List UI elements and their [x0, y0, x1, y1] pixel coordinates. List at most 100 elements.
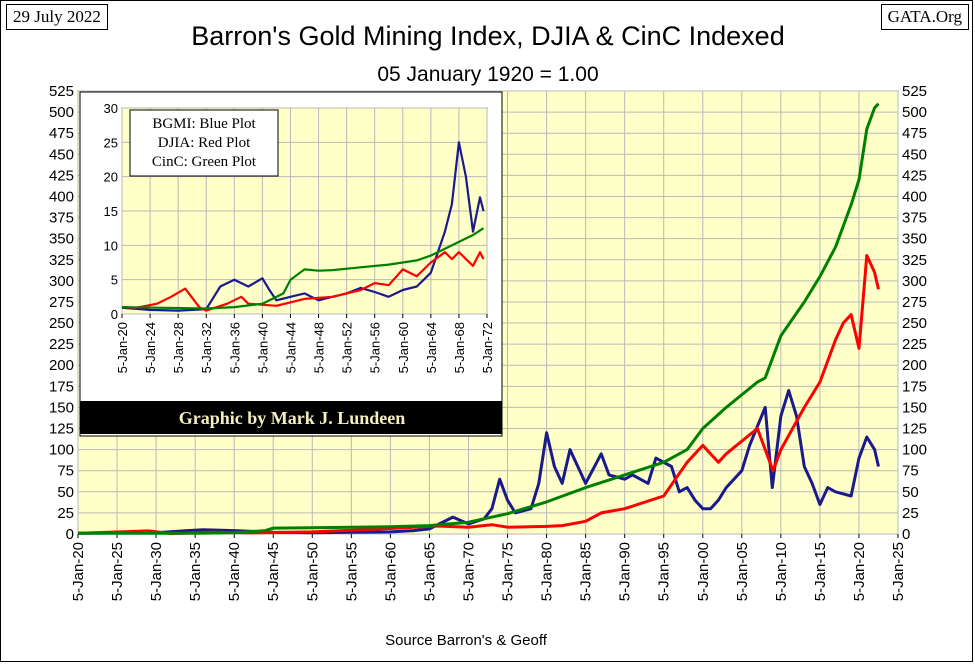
y-tick-label-right: 175	[902, 378, 927, 395]
y-tick-label-right: 450	[902, 146, 927, 163]
y-tick-label-right: 250	[902, 315, 927, 332]
y-tick-label-right: 350	[902, 231, 927, 248]
x-tick-label: 5-Jan-52	[340, 322, 355, 373]
y-tick-label: 375	[49, 210, 74, 227]
y-tick-label-right: 25	[902, 505, 919, 522]
x-tick-label: 5-Jan-50	[304, 542, 321, 601]
y-tick-label: 10	[104, 238, 118, 253]
y-tick-label-right: 375	[902, 210, 927, 227]
y-tick-label-right: 75	[902, 463, 919, 480]
y-tick-label: 300	[49, 273, 74, 290]
y-tick-label: 500	[49, 104, 74, 121]
y-tick-label: 350	[49, 231, 74, 248]
y-tick-label-right: 300	[902, 273, 927, 290]
x-tick-label: 5-Jan-35	[187, 542, 204, 601]
x-tick-label: 5-Jan-30	[148, 542, 165, 601]
y-tick-label: 200	[49, 357, 74, 374]
y-tick-label-right: 325	[902, 252, 927, 269]
x-tick-label: 5-Jan-10	[773, 542, 790, 601]
source-stamp: GATA.Org	[880, 4, 969, 30]
y-tick-label: 0	[66, 526, 74, 543]
x-tick-label: 5-Jan-65	[421, 542, 438, 601]
y-tick-label-right: 225	[902, 336, 927, 353]
y-tick-label: 250	[49, 315, 74, 332]
y-tick-label-right: 525	[902, 83, 927, 100]
x-tick-label: 5-Jan-72	[480, 322, 495, 373]
legend-box: BGMI: Blue Plot DJIA: Red Plot CinC: Gre…	[129, 109, 279, 177]
x-tick-label: 5-Jan-00	[695, 542, 712, 601]
x-tick-label: 5-Jan-15	[812, 542, 829, 601]
y-tick-label-right: 275	[902, 294, 927, 311]
series-line-cinc	[121, 227, 485, 310]
credit-banner	[80, 401, 502, 434]
chart-title: Barron's Gold Mining Index, DJIA & CinC …	[191, 21, 784, 51]
chart-subtitle: 05 January 1920 = 1.00	[377, 63, 598, 86]
y-tick-label: 150	[49, 399, 74, 416]
x-tick-label: 5-Jan-64	[424, 322, 439, 373]
right-y-axis: 0 25 50 75 100 125 150 175 200 225 250 275 300 325 350…	[902, 83, 927, 543]
inset-x-axis: 5-Jan-20 5-Jan-24 5-Jan-28 5-Jan-32 5-Jan-36…	[115, 314, 495, 373]
legend-item-bgmi: BGMI: Blue Plot	[152, 116, 256, 132]
y-tick-label-right: 0	[902, 526, 910, 543]
x-tick-label: 5-Jan-25	[109, 542, 126, 601]
y-tick-label: 25	[57, 505, 74, 522]
y-tick-label-right: 125	[902, 421, 927, 438]
x-tick-label: 5-Jan-05	[734, 542, 751, 601]
x-tick-label: 5-Jan-60	[396, 322, 411, 373]
main-series	[77, 102, 880, 536]
x-tick-label: 5-Jan-25	[890, 542, 907, 601]
y-tick-label-right: 475	[902, 125, 927, 142]
x-tick-label: 5-Jan-45	[265, 542, 282, 601]
y-tick-label-right: 400	[902, 188, 927, 205]
x-tick-label: 5-Jan-20	[851, 542, 868, 601]
series-line-djia	[77, 254, 880, 536]
credit-text: Graphic by Mark J. Lundeen	[179, 408, 406, 428]
y-tick-label: 425	[49, 167, 74, 184]
legend-item-cinc: CinC: Green Plot	[152, 154, 257, 170]
footer-source: Source Barron's & Geoff	[385, 632, 548, 649]
x-tick-label: 5-Jan-40	[226, 542, 243, 601]
y-tick-label: 225	[49, 336, 74, 353]
legend-item-djia: DJIA: Red Plot	[158, 135, 251, 151]
series-line-bgmi	[77, 389, 880, 535]
x-tick-label: 5-Jan-55	[343, 542, 360, 601]
y-tick-label: 475	[49, 125, 74, 142]
x-tick-label: 5-Jan-56	[368, 322, 383, 373]
y-tick-label-right: 50	[902, 484, 919, 501]
x-tick-label: 5-Jan-36	[227, 322, 242, 373]
x-tick-label: 5-Jan-28	[171, 322, 186, 373]
x-tick-label: 5-Jan-68	[452, 322, 467, 373]
y-tick-label: 175	[49, 378, 74, 395]
y-tick-label: 0	[111, 307, 118, 322]
y-tick-label: 125	[49, 421, 74, 438]
y-tick-label-right: 500	[902, 104, 927, 121]
series-line-cinc	[77, 102, 880, 535]
x-tick-label: 5-Jan-40	[255, 322, 270, 373]
y-tick-label: 15	[104, 204, 118, 219]
x-tick-label: 5-Jan-70	[460, 542, 477, 601]
y-tick-label-right: 100	[902, 442, 927, 459]
x-tick-label: 5-Jan-80	[539, 542, 556, 601]
inset-series	[121, 141, 485, 312]
y-tick-label: 400	[49, 188, 74, 205]
x-tick-label: 5-Jan-95	[656, 542, 673, 601]
x-tick-label: 5-Jan-32	[199, 322, 214, 373]
x-tick-label: 5-Jan-44	[283, 322, 298, 373]
x-tick-label: 5-Jan-75	[500, 542, 517, 601]
y-tick-label: 100	[49, 442, 74, 459]
y-tick-label: 325	[49, 252, 74, 269]
date-stamp: 29 July 2022	[6, 4, 108, 30]
y-tick-label: 75	[57, 463, 74, 480]
series-line-djia	[121, 251, 485, 312]
x-axis: 5-Jan-20 5-Jan-25 5-Jan-30 5-Jan-35 5-Jan-40…	[70, 534, 907, 601]
y-tick-label: 275	[49, 294, 74, 311]
x-tick-label: 5-Jan-24	[143, 322, 158, 373]
y-tick-label: 525	[49, 83, 74, 100]
y-tick-label-right: 200	[902, 357, 927, 374]
x-tick-label: 5-Jan-60	[382, 542, 399, 601]
x-tick-label: 5-Jan-20	[70, 542, 87, 601]
y-tick-label: 25	[104, 135, 118, 150]
y-tick-label-right: 425	[902, 167, 927, 184]
